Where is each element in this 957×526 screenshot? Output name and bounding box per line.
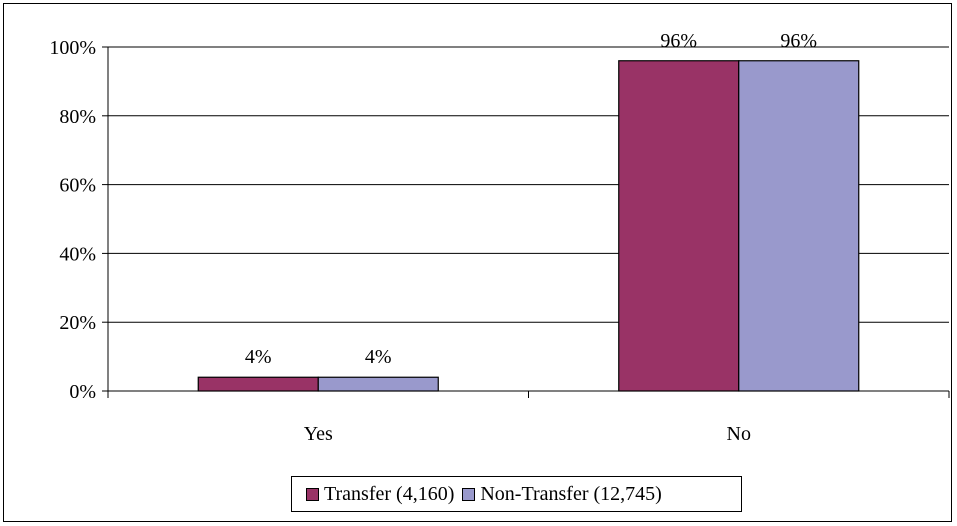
bar (317, 376, 439, 392)
legend: Transfer (4,160) Non-Transfer (12,745) (291, 476, 742, 512)
legend-swatch-non-transfer (462, 487, 476, 501)
data-label: 4% (365, 346, 392, 368)
y-tick-label: 20% (59, 312, 96, 334)
x-tick-label: No (727, 423, 751, 445)
y-tick-label: 80% (59, 106, 96, 128)
x-tick-label: Yes (304, 423, 333, 445)
y-tick-label: 0% (69, 381, 96, 403)
bar (618, 60, 740, 392)
legend-label-non-transfer: Non-Transfer (12,745) (480, 482, 662, 505)
legend-item-non-transfer: Non-Transfer (12,745) (462, 482, 662, 506)
legend-label-transfer: Transfer (4,160) (324, 482, 455, 505)
bar (738, 60, 860, 392)
bar (197, 376, 319, 392)
data-label: 96% (660, 30, 697, 52)
legend-swatch-transfer (306, 487, 319, 501)
y-tick-label: 40% (59, 243, 96, 265)
y-tick-label: 60% (59, 175, 96, 197)
data-label: 96% (780, 30, 817, 52)
y-tick-label: 100% (49, 37, 96, 59)
legend-item-transfer: Transfer (4,160) (306, 483, 454, 506)
data-label: 4% (245, 346, 272, 368)
